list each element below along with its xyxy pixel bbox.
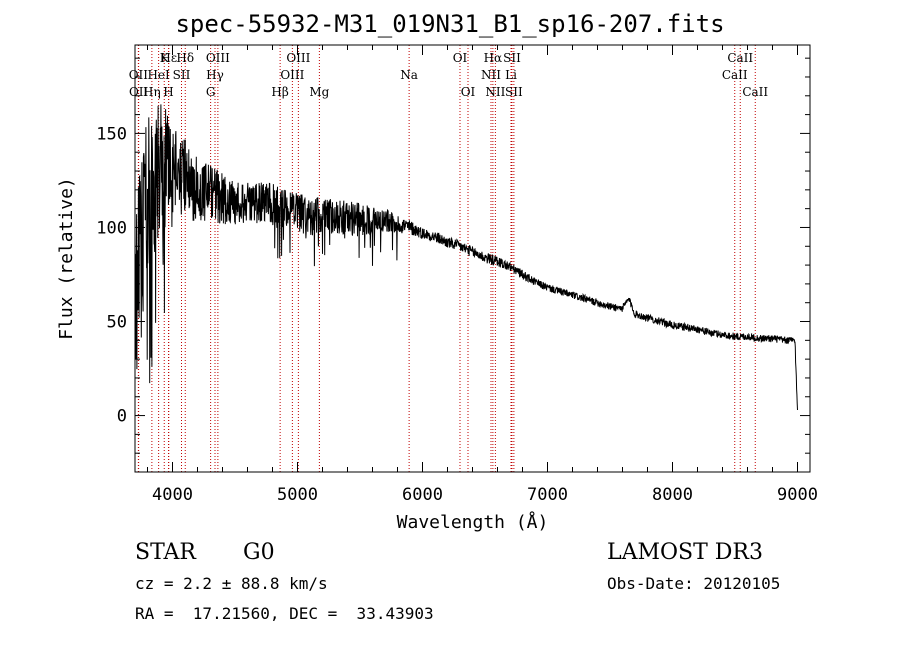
line-label: Mg	[309, 85, 329, 99]
spectrum-line	[134, 104, 798, 411]
object-class: STAR	[135, 540, 196, 565]
y-tick-label: 150	[96, 124, 127, 144]
line-label: CaII	[742, 85, 768, 99]
y-axis-label: Flux (relative)	[56, 177, 77, 340]
x-tick-label: 5000	[277, 485, 318, 505]
ra-dec: RA = 17.21560, DEC = 33.43903	[135, 604, 434, 623]
y-tick-label: 100	[96, 218, 127, 238]
line-label: G	[206, 85, 216, 99]
axis-ticks	[135, 45, 810, 472]
object-subclass: G0	[243, 540, 275, 565]
obs-date: Obs-Date: 20120105	[607, 574, 781, 593]
line-label: HeI	[147, 68, 170, 82]
line-label: OII	[129, 85, 149, 99]
spectral-line-markers	[137, 45, 756, 472]
line-label: SII	[505, 85, 523, 99]
x-tick-label: 4000	[152, 485, 193, 505]
line-label: H	[163, 85, 173, 99]
line-label: OIII	[286, 51, 310, 65]
line-label: OII	[129, 68, 149, 82]
x-tick-label: 7000	[527, 485, 568, 505]
y-tick-label: 0	[117, 407, 127, 427]
line-label: OI	[453, 51, 468, 65]
line-label: K	[160, 51, 170, 65]
line-label: CaII	[727, 51, 753, 65]
chart-title: spec-55932-M31_019N31_B1_sp16-207.fits	[175, 10, 725, 38]
axis-tick-labels: 4000 5000 6000 7000 8000 9000 0 50 100 150	[96, 124, 818, 505]
redshift-cz: cz = 2.2 ± 88.8 km/s	[135, 574, 328, 593]
line-label: Hα	[484, 51, 503, 65]
line-label: NII	[481, 68, 501, 82]
y-tick-label: 50	[107, 313, 127, 333]
x-tick-label: 6000	[402, 485, 443, 505]
line-label: Na	[400, 68, 418, 82]
line-label: Hβ	[271, 85, 288, 99]
survey-name: LAMOST DR3	[607, 540, 763, 565]
plot-frame	[134, 44, 811, 473]
line-label: Hη	[143, 85, 161, 99]
x-tick-label: 8000	[652, 485, 693, 505]
x-axis-label: Wavelength (Å)	[397, 511, 549, 533]
line-label: SII	[173, 68, 191, 82]
line-label: OIII	[206, 51, 230, 65]
line-label: Li	[505, 68, 517, 82]
line-label: Hγ	[206, 68, 224, 82]
line-label: NII	[485, 85, 505, 99]
line-label: Hδ	[176, 51, 194, 65]
line-label: OIII	[280, 68, 304, 82]
line-label: OI	[461, 85, 476, 99]
line-label: SII	[503, 51, 521, 65]
x-tick-label: 9000	[777, 485, 818, 505]
line-label: CaII	[722, 68, 748, 82]
